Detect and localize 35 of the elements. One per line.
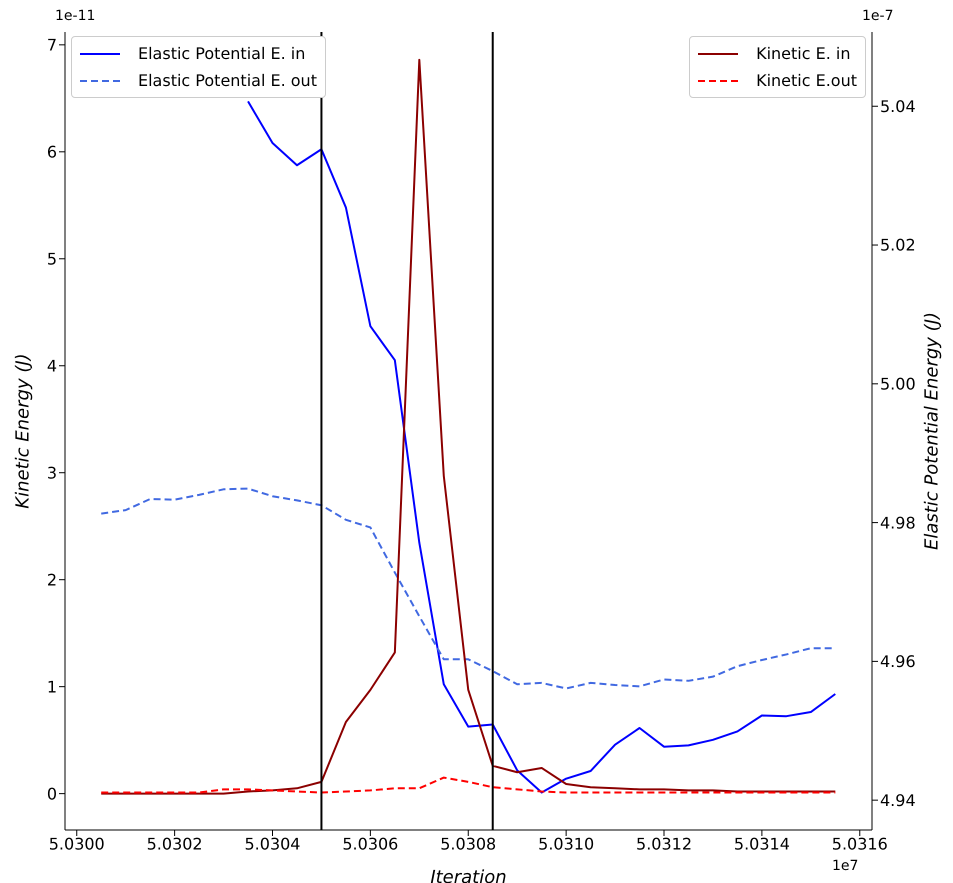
line-series <box>100 776 836 794</box>
y2-tick-label: 5.02 <box>880 236 916 255</box>
y2-tick-label: 5.04 <box>880 96 916 116</box>
y-tick-label: 3 <box>46 463 57 482</box>
x-tick-label: 5.0304 <box>244 834 300 854</box>
y-tick-label: 7 <box>46 36 57 55</box>
y-tick-label: 0 <box>46 784 57 804</box>
y-axis-title: Kinetic Energy (J) <box>12 353 34 509</box>
x-axis-title: Iteration <box>430 867 507 883</box>
legend-label: Kinetic E.out <box>756 71 857 90</box>
y-tick-label: 1 <box>46 677 57 696</box>
text: 1e-7 <box>862 8 894 24</box>
y2-tick-label: 4.96 <box>880 652 916 672</box>
x-tick-label: 5.0300 <box>48 834 105 854</box>
y-tick-label: 5 <box>46 249 57 268</box>
y2-tick-label: 5.00 <box>880 374 916 394</box>
y2-tick-label: 4.98 <box>880 513 916 532</box>
x-tick-label: 5.0308 <box>440 834 496 854</box>
legend-label: Kinetic E. in <box>756 44 850 63</box>
y-tick-label: 6 <box>46 142 57 162</box>
line-series <box>247 100 836 794</box>
x-tick-label: 5.0314 <box>734 834 790 854</box>
x-tick-label: 5.0310 <box>538 834 594 854</box>
text: 1e-11 <box>55 8 96 24</box>
y2-tick-label: 4.94 <box>880 790 916 810</box>
legend-label: Elastic Potential E. out <box>138 71 317 90</box>
x-tick-label: 5.0312 <box>636 834 692 854</box>
x-tick-label: 5.0306 <box>342 834 398 854</box>
y-tick-label: 4 <box>46 356 57 376</box>
legend-label: Elastic Potential E. in <box>138 44 306 63</box>
y2-axis-title: Elastic Potential Energy (J) <box>921 312 942 550</box>
x-tick-label: 5.0302 <box>146 834 203 854</box>
x-tick-label: 5.0316 <box>832 834 888 854</box>
y-tick-label: 2 <box>46 570 57 590</box>
text: 1e7 <box>832 858 858 874</box>
